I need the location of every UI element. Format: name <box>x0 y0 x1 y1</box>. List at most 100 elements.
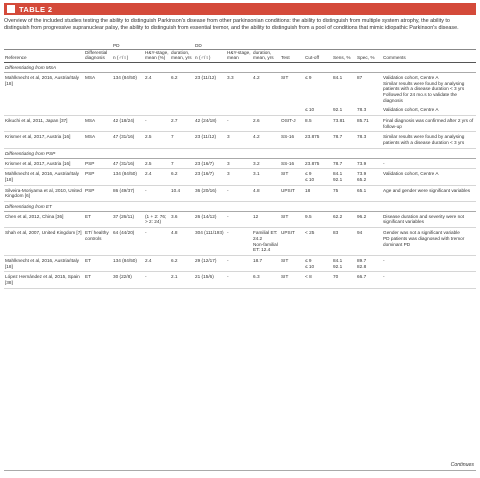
table-cell: 26 (14/12) <box>194 211 227 229</box>
table-cell: Validation cohort, Centre A <box>382 105 477 117</box>
section-title: Differentiating from PSP <box>4 148 477 159</box>
table-cell: Similar results were found by analysing … <box>382 131 477 149</box>
table-cell <box>194 105 227 117</box>
table-cell: 2.4 <box>145 74 152 80</box>
table-cell: 6.2 <box>171 74 178 80</box>
table-cell: 73.9 <box>356 158 383 170</box>
table-cell: 75 <box>332 185 357 203</box>
table-cell: SS-16 <box>280 131 305 149</box>
table-cell: PSP <box>84 185 112 203</box>
table-cell: ≤ 9 ≤ 10 <box>304 255 333 273</box>
table-cell: 66.7 <box>356 271 383 289</box>
table-cell: 42 (18/24) <box>112 115 144 133</box>
table-cell: Mahlknecht et al, 2016, Austria/Italy [1… <box>5 74 79 86</box>
table-cell: ET <box>84 211 112 229</box>
table-cell: 29 (12/17) <box>194 255 227 273</box>
dd-group-header: DD <box>194 43 281 50</box>
table-cell <box>112 105 144 117</box>
table-row: ≤ 10 92.1 78.3 Validation cohort, Centre A <box>4 105 477 117</box>
table-cell: < 25 <box>304 227 333 256</box>
table-cell: - <box>382 271 477 289</box>
col-specificity: Spec, % <box>356 49 383 64</box>
table-cell: 2.5 <box>144 131 170 149</box>
table-row: Chen et al, 2012, China [36] ET 37 (26/11)… <box>4 211 477 229</box>
table-cell: Shah et al, 2007, United Kingdom [7] <box>4 227 84 256</box>
table-cell: 23 (11/12) <box>195 74 217 80</box>
table-cell: 3 <box>226 158 253 170</box>
col-dd-hy: H&Y-stage, mean <box>226 49 253 64</box>
table-cell: 23.875 <box>304 131 333 149</box>
table-cell: 6.2 <box>170 255 195 273</box>
table-row: Silveira-Moriyama et al, 2010, United Ki… <box>4 185 477 203</box>
table-cell: 304 (111/193) <box>194 227 227 256</box>
table-cell: 7 <box>170 158 195 170</box>
title-square-icon <box>7 5 15 13</box>
table-cell: 78.3 <box>356 105 383 117</box>
table-cell: ≤ 9 ≤ 10 <box>304 168 333 186</box>
table-cell: 78.3 <box>356 131 383 149</box>
table-cell: 134 (84/50) <box>113 74 137 80</box>
section-row: Differentiating from MSA <box>4 62 477 73</box>
col-differential-diagnosis: Differential diagnosis <box>84 49 112 64</box>
table-cell: 83 <box>332 227 357 256</box>
table-title-bar: TABLE 2 <box>4 3 476 15</box>
table-cell: 6.3 <box>252 271 281 289</box>
table-cell: 12 <box>252 211 281 229</box>
table-cell: 94 <box>356 227 383 256</box>
group-header-row: PD DD <box>4 43 477 50</box>
col-dd-duration: duration, mean, yrs <box>252 49 281 64</box>
table-cell: 21 (15/6) <box>194 271 227 289</box>
table-cell: Gender was not a significant variable PD… <box>382 227 477 256</box>
table-cell: MSA <box>84 131 112 149</box>
table-row: Mahlknecht et al, 2016, Austria/Italy [1… <box>4 255 477 273</box>
table-cell: Mahlknecht et al, 2016, Austria/Italy [1… <box>4 168 84 186</box>
table-row: Shah et al, 2007, United Kingdom [7] ET/ … <box>4 227 477 256</box>
table-cell: ≤ 10 <box>304 105 333 117</box>
table-cell: Krismer et al, 2017, Austria [16] <box>4 158 84 170</box>
table-cell: ET/ healthy controls <box>84 227 112 256</box>
table-cell: Silveira-Moriyama et al, 2010, United Ki… <box>4 185 84 203</box>
section-row: Differentiating from ET <box>4 201 477 212</box>
table-cell: - <box>144 227 170 256</box>
table-cell: - <box>226 185 253 203</box>
table-cell: - <box>226 255 253 273</box>
table-cell: 86 (49/37) <box>112 185 144 203</box>
table-cell <box>226 105 253 117</box>
table-cell: 96.2 <box>356 211 383 229</box>
section-row: Differentiating from PSP <box>4 148 477 159</box>
table-cell: 134 (84/50) <box>112 255 144 273</box>
col-pd-duration: duration, mean, yrs <box>170 49 195 64</box>
table-cell: 23.875 <box>304 158 333 170</box>
table-cell <box>170 105 195 117</box>
table-cell: 78.7 <box>332 131 357 149</box>
table-cell: ≤ 9 <box>305 74 312 80</box>
table-cell <box>252 105 281 117</box>
table-cell: 30 (22/8) <box>112 271 144 289</box>
table-cell: López Hernández et al, 2015, Spain [38] <box>4 271 84 289</box>
table-cell: SS-16 <box>280 158 305 170</box>
table-cell: ET <box>84 271 112 289</box>
pd-group-header: PD <box>112 43 195 50</box>
col-reference: Reference <box>4 49 84 64</box>
table-cell: 18.7 <box>252 255 281 273</box>
table-row: López Hernández et al, 2015, Spain [38] E… <box>4 271 477 289</box>
table-cell: - <box>226 227 253 256</box>
table-cell: 84.1 92.1 <box>332 255 357 273</box>
table-cell: 4.2 <box>253 74 260 80</box>
table-cell: 85.71 <box>356 115 383 133</box>
table-cell: Disease duration and severity were not s… <box>382 211 477 229</box>
col-comments: Comments <box>382 49 477 64</box>
table-cell: 3.1 <box>252 168 281 186</box>
table-cell: 23 (16/7) <box>194 168 227 186</box>
col-sensitivity: Sens, % <box>332 49 357 64</box>
table-cell <box>84 105 112 117</box>
table-cell: SIT <box>280 271 305 289</box>
table-cell: 2.6 <box>252 115 281 133</box>
table-cell <box>280 105 305 117</box>
table-cell: 6.2 <box>170 168 195 186</box>
table-cell: 36 (20/16) <box>194 185 227 203</box>
table-cell: 2.4 <box>144 168 170 186</box>
table-cell: SIT <box>280 255 305 273</box>
table-cell: - <box>226 115 253 133</box>
table-title: TABLE 2 <box>19 4 53 14</box>
